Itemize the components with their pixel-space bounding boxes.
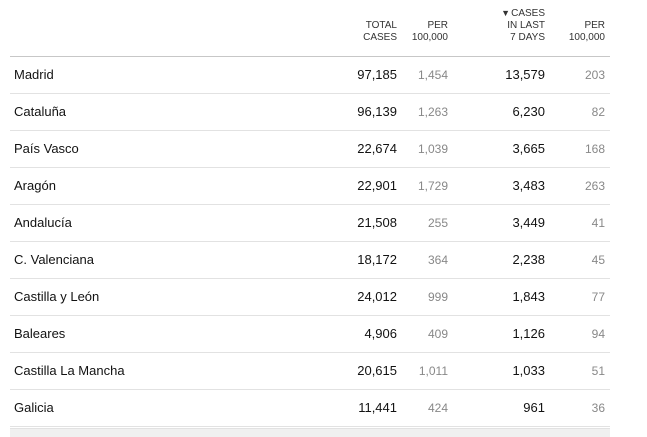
total-cases-value: 21,508 — [357, 215, 397, 230]
week-per-100k-value: 77 — [591, 290, 605, 304]
total-per-100k-value: 255 — [427, 216, 448, 230]
total-per-100k-value: 1,454 — [417, 68, 448, 82]
table-body: Madrid 97,185 1,454 13,579 203 Cataluña 96,139… — [10, 57, 610, 427]
region-name: Madrid — [14, 67, 54, 82]
week-per-100k-value: 36 — [591, 401, 605, 415]
region-name: País Vasco — [14, 141, 79, 156]
week-per-100k-value: 94 — [591, 327, 605, 341]
total-cases-value: 22,674 — [357, 141, 397, 156]
total-per-100k-value: 1,729 — [417, 179, 448, 193]
week-per-100k-value: 263 — [584, 179, 605, 193]
cases-7-days-value: 961 — [523, 400, 545, 415]
header-total-cases[interactable]: TOTAL CASES — [337, 20, 397, 44]
region-name: Andalucía — [14, 215, 72, 230]
table-header: TOTAL CASES PER 100,000 ▼CASES IN LAST 7… — [10, 0, 610, 57]
region-name: Cataluña — [14, 104, 67, 119]
header-cases7-line2: IN LAST — [507, 20, 545, 31]
total-per-100k-value: 1,039 — [417, 142, 448, 156]
header-week-per-100k[interactable]: PER 100,000 — [545, 20, 605, 44]
cases-7-days-value: 6,230 — [512, 104, 545, 119]
total-per-100k-value: 1,011 — [418, 364, 448, 378]
week-per-100k-value: 203 — [584, 68, 605, 82]
header-total-line1: TOTAL — [365, 20, 397, 31]
table-row: Castilla y León 24,012 999 1,843 77 — [10, 279, 610, 316]
total-cases-value: 4,906 — [364, 326, 397, 341]
week-per-100k-value: 168 — [584, 142, 605, 156]
total-cases-value: 96,139 — [357, 104, 397, 119]
header-cases-last-7-days[interactable]: ▼CASES IN LAST 7 DAYS — [475, 7, 545, 44]
cases-7-days-value: 3,449 — [512, 215, 545, 230]
header-total-line2: CASES — [363, 32, 397, 43]
table-row: Cataluña 96,139 1,263 6,230 82 — [10, 94, 610, 131]
table-row: Aragón 22,901 1,729 3,483 263 — [10, 168, 610, 205]
total-per-100k-value: 1,263 — [417, 105, 448, 119]
region-name: Baleares — [14, 326, 66, 341]
total-cases-value: 20,615 — [357, 363, 397, 378]
region-name: Castilla La Mancha — [14, 363, 125, 378]
table-row: Madrid 97,185 1,454 13,579 203 — [10, 57, 610, 94]
header-per2-line2: 100,000 — [568, 32, 605, 43]
header-per2-line1: PER — [584, 20, 605, 31]
total-cases-value: 97,185 — [357, 67, 397, 82]
header-cases7-line3: 7 DAYS — [510, 32, 545, 43]
cases-7-days-value: 2,238 — [512, 252, 545, 267]
cases-7-days-value: 1,843 — [512, 289, 545, 304]
table-row: Galicia 11,441 424 961 36 — [10, 390, 610, 427]
table-row: C. Valenciana 18,172 364 2,238 45 — [10, 242, 610, 279]
region-name: Aragón — [14, 178, 56, 193]
table-row: Castilla La Mancha 20,615 1,011 1,033 51 — [10, 353, 610, 390]
total-cases-value: 24,012 — [357, 289, 397, 304]
sort-down-icon: ▼ — [501, 8, 511, 18]
cases-7-days-value: 3,483 — [512, 178, 545, 193]
total-cases-value: 11,441 — [358, 400, 397, 415]
week-per-100k-value: 51 — [591, 364, 605, 378]
table-row: Baleares 4,906 409 1,126 94 — [10, 316, 610, 353]
header-per1-line1: PER — [427, 20, 448, 31]
cases-7-days-value: 1,033 — [512, 363, 545, 378]
header-per1-line2: 100,000 — [411, 32, 448, 43]
total-per-100k-value: 409 — [427, 327, 448, 341]
table-footer-bar — [10, 428, 610, 437]
region-name: C. Valenciana — [14, 252, 94, 267]
cases-7-days-value: 1,126 — [512, 326, 545, 341]
header-cases7-word: CASES — [511, 8, 545, 19]
total-per-100k-value: 999 — [427, 290, 448, 304]
week-per-100k-value: 82 — [591, 105, 605, 119]
table-row: País Vasco 22,674 1,039 3,665 168 — [10, 131, 610, 168]
table-row: Andalucía 21,508 255 3,449 41 — [10, 205, 610, 242]
week-per-100k-value: 41 — [591, 216, 605, 230]
total-cases-value: 22,901 — [357, 178, 397, 193]
header-cases7-line1: ▼CASES — [475, 7, 545, 20]
week-per-100k-value: 45 — [591, 253, 605, 267]
total-per-100k-value: 364 — [427, 253, 448, 267]
total-per-100k-value: 424 — [427, 401, 448, 415]
header-total-per-100k[interactable]: PER 100,000 — [388, 20, 448, 44]
region-name: Castilla y León — [14, 289, 100, 304]
cases-table: TOTAL CASES PER 100,000 ▼CASES IN LAST 7… — [10, 0, 610, 427]
total-cases-value: 18,172 — [357, 252, 397, 267]
cases-7-days-value: 13,579 — [505, 67, 545, 82]
region-name: Galicia — [14, 400, 54, 415]
cases-7-days-value: 3,665 — [512, 141, 545, 156]
